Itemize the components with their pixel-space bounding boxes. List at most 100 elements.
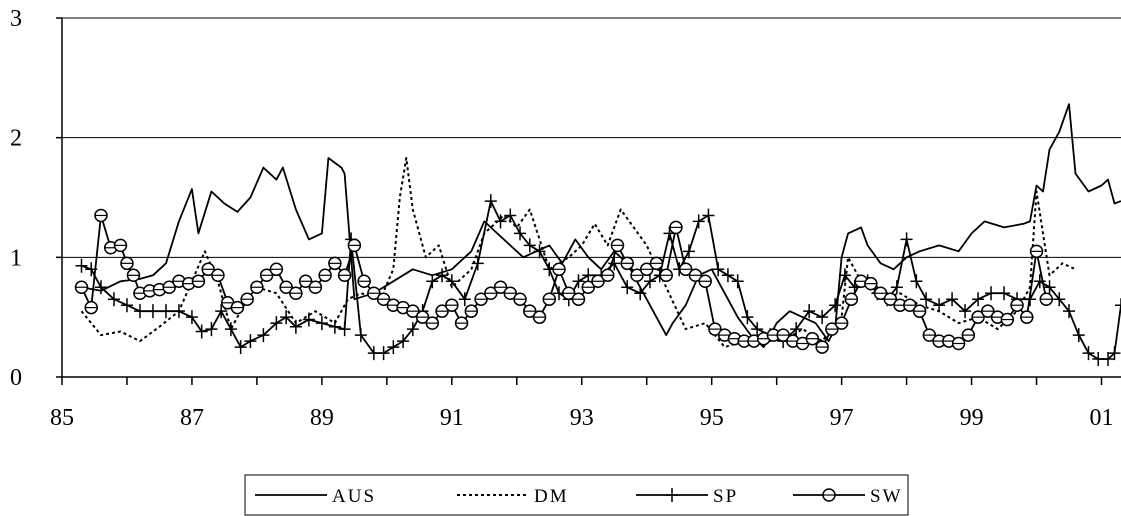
data-point-sp — [985, 286, 998, 301]
data-point-sp — [533, 244, 546, 259]
data-point-sw — [708, 322, 722, 336]
data-point-sw — [1010, 298, 1024, 312]
x-tick-label: 85 — [50, 405, 74, 431]
data-point-sp — [244, 334, 257, 349]
data-point-sw — [74, 280, 89, 294]
data-point-sw — [474, 292, 488, 306]
data-point-sw — [639, 262, 654, 277]
data-point-sp — [712, 262, 725, 277]
data-point-sp — [634, 286, 647, 301]
data-point-sw — [523, 304, 537, 318]
data-point-sw — [1000, 312, 1015, 327]
data-point-sp — [406, 322, 419, 337]
x-tick-label: 01 — [1090, 405, 1114, 431]
series-line-sw — [80, 214, 1048, 348]
data-point-sp — [692, 214, 705, 229]
data-point-sw — [1039, 292, 1054, 306]
data-point-sw — [1029, 244, 1044, 259]
data-point-sp — [702, 208, 715, 223]
data-point-sp — [504, 208, 517, 223]
data-point-sw — [318, 268, 332, 283]
data-point-sp — [484, 194, 497, 209]
data-point-sp — [523, 238, 536, 253]
data-point-sw — [259, 268, 274, 283]
data-point-sp — [387, 340, 400, 355]
data-point-sw — [659, 268, 673, 283]
data-point-sp — [205, 322, 218, 337]
legend-entry-sp: SP — [636, 486, 736, 507]
y-axis-ticks: 0 1 2 3 — [10, 6, 62, 391]
legend-marker-sp — [666, 488, 678, 502]
x-tick-label: 89 — [310, 405, 334, 431]
x-tick-label: 95 — [700, 405, 724, 431]
data-point-sw — [250, 280, 264, 294]
data-point-sp — [998, 286, 1011, 301]
data-point-sw — [912, 304, 927, 318]
data-point-sp — [838, 268, 851, 283]
data-point-sp — [328, 319, 341, 334]
data-point-sw — [240, 292, 254, 306]
data-point-sp — [159, 304, 172, 319]
x-tick-label: 93 — [570, 405, 594, 431]
data-point-sw — [484, 286, 498, 300]
data-point-sp — [315, 316, 328, 331]
data-point-sw — [454, 316, 469, 330]
data-point-sw — [298, 274, 313, 289]
data-point-sp — [445, 274, 458, 289]
data-point-sp — [107, 292, 120, 307]
data-point-sw — [376, 292, 391, 306]
data-point-sp — [185, 310, 198, 325]
data-point-sw — [532, 310, 547, 324]
data-point-sp — [910, 274, 923, 289]
data-point-sp — [900, 232, 913, 247]
data-point-sw — [113, 238, 128, 253]
data-point-sp — [75, 258, 88, 273]
data-point-sp — [721, 268, 734, 283]
data-point-sw — [610, 238, 625, 253]
legend: AUS DM SP SW — [244, 474, 909, 516]
y-tick-label: 3 — [10, 6, 22, 32]
data-point-sw — [191, 274, 206, 289]
data-point-sw — [357, 274, 371, 289]
data-point-sw — [503, 286, 518, 300]
data-point-sp — [172, 304, 185, 319]
data-point-sp — [920, 292, 933, 307]
data-point-sp — [972, 292, 985, 307]
data-point-sp — [582, 268, 595, 283]
data-point-sp — [890, 280, 903, 295]
data-point-sw — [756, 331, 771, 346]
data-point-sw — [328, 256, 342, 271]
data-point-sw — [279, 280, 293, 294]
data-point-sw — [873, 286, 888, 300]
data-point-sw — [630, 268, 644, 283]
data-point-sw — [776, 328, 790, 342]
data-point-sp — [1033, 274, 1046, 289]
data-point-sw — [406, 304, 420, 318]
data-point-sp — [731, 274, 744, 289]
data-point-sp — [133, 304, 146, 319]
data-point-sw — [289, 286, 303, 300]
data-point-sp — [959, 304, 972, 319]
data-point-sw — [211, 268, 225, 283]
data-point-sp — [608, 256, 621, 271]
data-point-sw — [493, 280, 508, 294]
data-point-sw — [688, 268, 703, 283]
data-point-sp — [643, 274, 656, 289]
data-point-sw — [94, 208, 108, 223]
data-point-sp — [751, 322, 764, 337]
data-point-sp — [426, 274, 439, 289]
legend-label-aus: AUS — [332, 486, 376, 507]
data-point-sw — [120, 256, 134, 271]
data-point-sw — [308, 280, 323, 294]
series-layer — [74, 103, 1121, 367]
data-point-sw — [698, 274, 712, 289]
data-point-sp — [377, 346, 390, 361]
axes — [61, 18, 1121, 378]
legend-entry-aus: AUS — [255, 486, 376, 507]
x-tick-label: 99 — [960, 405, 984, 431]
data-point-sp — [1053, 292, 1066, 307]
data-point-sw — [425, 316, 440, 330]
data-point-sw — [883, 292, 898, 306]
legend-marker-sw — [822, 488, 836, 502]
data-point-sw — [513, 292, 527, 306]
